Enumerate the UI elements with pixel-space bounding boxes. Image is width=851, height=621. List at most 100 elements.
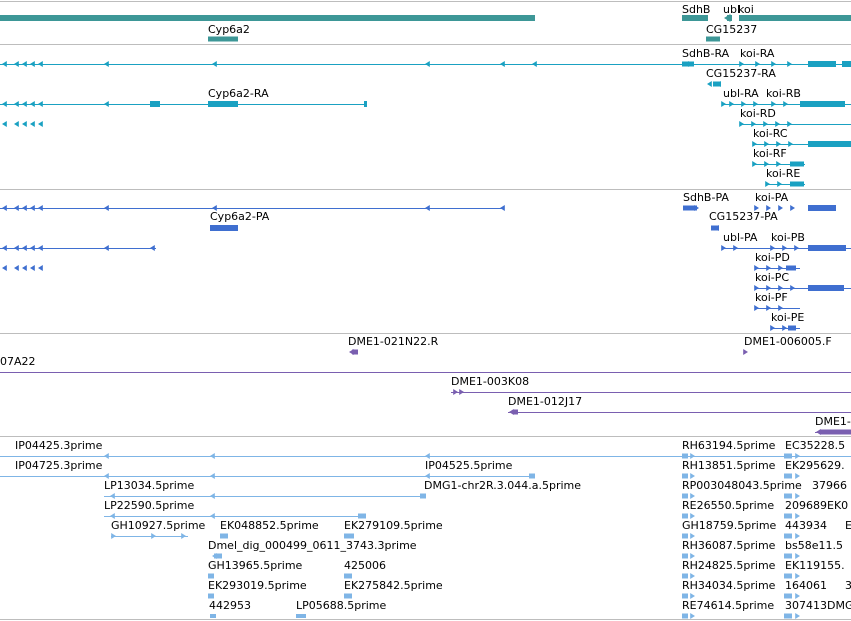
feature-label[interactable]: 442953 <box>209 599 251 612</box>
feature-label[interactable]: DME1-003K08 <box>451 375 530 388</box>
strand-arrow <box>787 61 792 67</box>
feature-label[interactable]: koi-PD <box>755 251 790 264</box>
feature-label[interactable]: IP04725.3prime <box>15 459 103 472</box>
feature-label[interactable]: LP13034.5prime <box>104 479 195 492</box>
feature-label[interactable]: 443934 <box>785 519 827 532</box>
feature-label[interactable]: SdhB <box>682 3 711 16</box>
exon-block <box>682 593 688 599</box>
feature-label[interactable]: koi-RC <box>753 127 788 140</box>
feature-label[interactable]: koi-RA <box>740 47 775 60</box>
feature-label[interactable]: LP22590.5prime <box>104 499 195 512</box>
strand-arrow <box>753 101 758 107</box>
strand-arrow <box>763 121 768 127</box>
feature-label[interactable]: EK293019.5prime <box>208 579 307 592</box>
feature-label[interactable]: RE26550.5prime <box>682 499 775 512</box>
feature-label[interactable]: 307413 <box>785 599 827 612</box>
track-separator <box>0 1 851 2</box>
feature-label[interactable]: EK0 <box>827 499 849 512</box>
strand-arrow <box>694 205 699 211</box>
feature-label[interactable]: Dmel_dig_000499_0611_3743.3prime <box>208 539 417 552</box>
feature-label[interactable]: RE74614.5prime <box>682 599 775 612</box>
feature-label[interactable]: DME1-006005.F <box>744 335 832 348</box>
exon-block <box>0 15 535 21</box>
feature-label[interactable]: EK279109.5prime <box>344 519 443 532</box>
exon-block <box>842 61 851 67</box>
feature-label[interactable]: DME1-012J17 <box>508 395 583 408</box>
feature-label[interactable]: 164061 <box>785 579 827 592</box>
strand-arrow <box>771 61 776 67</box>
feature-label[interactable]: RP003048043.5prime <box>682 479 802 492</box>
strand-arrow <box>425 473 430 479</box>
strand-arrow <box>104 473 109 479</box>
feature-label[interactable]: GH10927.5prime <box>111 519 206 532</box>
strand-arrow <box>778 205 783 211</box>
feature-label[interactable]: IP04425.3prime <box>15 439 103 452</box>
feature-label[interactable]: ubl-RA <box>723 87 759 100</box>
strand-arrow <box>788 141 793 147</box>
feature-label[interactable]: koi-PF <box>755 291 788 304</box>
feature-label[interactable]: ubl-PA <box>723 231 758 244</box>
strand-arrow <box>765 181 770 187</box>
strand-arrow <box>210 453 215 459</box>
feature-label[interactable]: CG15237 <box>706 23 758 36</box>
exon-block <box>682 473 688 479</box>
strand-arrow <box>111 533 116 539</box>
feature-label[interactable]: Cyp6a2-PA <box>210 210 270 223</box>
feature-label[interactable]: GH18759.5prime <box>682 519 777 532</box>
feature-label[interactable]: EK119155. <box>785 559 845 572</box>
exon-block <box>784 593 792 599</box>
feature-label[interactable]: 3 <box>845 579 851 592</box>
feature-label[interactable]: koi-RD <box>740 107 776 120</box>
feature-label[interactable]: DME1-021N22.R <box>348 335 439 348</box>
exon-block <box>784 493 792 499</box>
feature-label[interactable]: DME1- <box>815 415 851 428</box>
feature-label[interactable]: EK295629. <box>785 459 845 472</box>
feature-label[interactable]: koi-PE <box>771 311 805 324</box>
feature-label[interactable]: CG15237-RA <box>706 67 776 80</box>
feature-label[interactable]: koi <box>738 3 754 16</box>
feature-label[interactable]: DMG <box>827 599 851 612</box>
feature-label[interactable]: 37966 <box>812 479 847 492</box>
feature-label[interactable]: bs58e11.5 <box>785 539 843 552</box>
feature-label[interactable]: EK048852.5prime <box>220 519 319 532</box>
feature-label[interactable]: DMG1-chr2R.3.044.a.5prime <box>424 479 582 492</box>
exon-block <box>352 349 358 355</box>
feature-label[interactable]: EC35228.5 <box>785 439 846 452</box>
strand-arrow <box>764 141 769 147</box>
feature-label[interactable]: koi-RF <box>753 147 787 160</box>
strand-arrow <box>790 205 795 211</box>
feature-label[interactable]: RH24825.5prime <box>682 559 776 572</box>
feature-label[interactable]: RH13851.5prime <box>682 459 776 472</box>
feature-label[interactable]: SdhB-RA <box>682 47 730 60</box>
feature-label[interactable]: EK275842.5prime <box>344 579 443 592</box>
feature-label[interactable]: koi-PC <box>755 271 790 284</box>
feature-label[interactable]: koi-RB <box>766 87 801 100</box>
feature-label[interactable]: Cyp6a2 <box>208 23 250 36</box>
strand-arrow <box>22 121 27 127</box>
strand-arrow <box>739 121 744 127</box>
strand-arrow <box>210 513 215 519</box>
feature-label[interactable]: koi-PB <box>771 231 805 244</box>
feature-label[interactable]: IP04525.5prime <box>425 459 513 472</box>
feature-label[interactable]: 209689 <box>785 499 827 512</box>
feature-label[interactable]: LP05688.5prime <box>296 599 387 612</box>
feature-label[interactable]: koi-RE <box>766 167 801 180</box>
strand-arrow <box>754 205 759 211</box>
feature-label[interactable]: Cyp6a2-RA <box>208 87 269 100</box>
strand-arrow <box>2 121 7 127</box>
feature-label[interactable]: ubl <box>723 3 741 16</box>
feature-label[interactable]: RH36087.5prime <box>682 539 776 552</box>
feature-label[interactable]: E <box>845 519 851 532</box>
feature-label[interactable]: SdhB-PA <box>683 191 729 204</box>
strand-arrow <box>714 225 719 231</box>
feature-label[interactable]: 07A22 <box>0 355 36 368</box>
feature-label[interactable]: RH63194.5prime <box>682 439 776 452</box>
strand-arrow <box>690 573 695 579</box>
exon-block <box>208 573 214 579</box>
strand-arrow <box>38 245 43 251</box>
feature-label[interactable]: GH13965.5prime <box>208 559 303 572</box>
feature-label[interactable]: CG15237-PA <box>709 210 778 223</box>
feature-label[interactable]: 425006 <box>344 559 386 572</box>
feature-label[interactable]: koi-PA <box>755 191 789 204</box>
feature-label[interactable]: RH34034.5prime <box>682 579 776 592</box>
